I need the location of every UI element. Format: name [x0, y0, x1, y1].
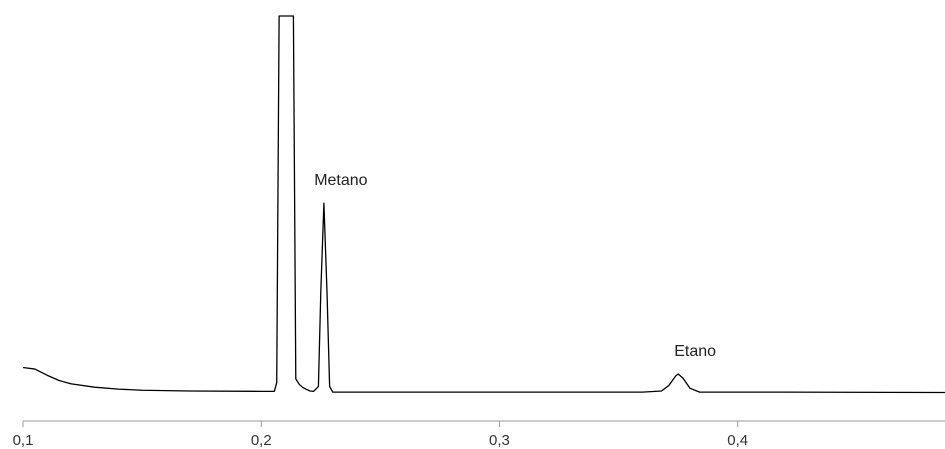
x-axis: 0,1 0,2 0,3 0,4 — [13, 420, 945, 449]
x-tick-label: 0,2 — [251, 432, 272, 449]
annotation-layer: Metano Etano — [314, 172, 716, 360]
series-layer — [22, 15, 945, 394]
x-tick-label: 0,4 — [727, 432, 748, 449]
x-tick-label: 0,3 — [489, 432, 510, 449]
x-tick-label: 0,1 — [13, 432, 34, 449]
chromatogram-line — [22, 15, 945, 394]
peak-label: Metano — [314, 172, 367, 189]
peak-label: Etano — [674, 343, 716, 360]
